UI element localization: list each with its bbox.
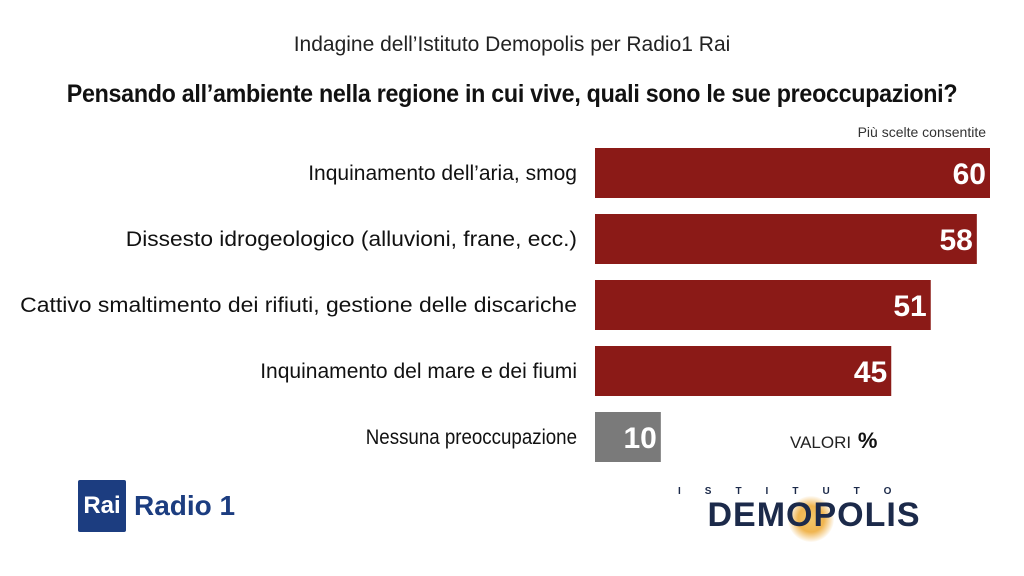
category-label: Inquinamento dell’aria, smog	[308, 162, 577, 185]
chart-subtitle: Indagine dell’Istituto Demopolis per Rad…	[293, 33, 731, 56]
chart-title: Pensando all’ambiente nella regione in c…	[66, 80, 958, 108]
demopolis-logo-top: ISTITUTO	[678, 486, 916, 497]
bar	[595, 214, 977, 264]
category-label: Nessuna preoccupazione	[366, 426, 577, 449]
bar	[595, 412, 661, 462]
bar-value-label: 60	[953, 158, 986, 191]
bar	[595, 346, 892, 396]
unit-symbol: %	[857, 428, 878, 453]
demopolis-logo-main: DEMOPOLIS	[707, 496, 921, 534]
radio1-logo-text: Radio 1	[134, 490, 236, 521]
bar	[595, 148, 990, 198]
bar-value-label: 45	[854, 356, 887, 389]
category-label: Dissesto idrogeologico (alluvioni, frane…	[126, 228, 577, 251]
demopolis-logo: ISTITUTO DEMOPOLIS	[672, 486, 956, 546]
bar-value-label: 51	[893, 290, 926, 323]
bar-value-label: 10	[623, 422, 656, 455]
rai-logo-box: Rai	[78, 480, 126, 532]
rai-radio1-logo: Rai Radio 1	[78, 480, 235, 532]
unit-note: VALORI %	[790, 428, 877, 454]
bar	[595, 280, 931, 330]
multiple-choice-note: Più scelte consentite	[857, 124, 986, 140]
demopolis-logo-glow	[788, 496, 834, 542]
category-label: Inquinamento del mare e dei fiumi	[260, 360, 577, 383]
category-label: Cattivo smaltimento dei rifiuti, gestion…	[20, 294, 577, 317]
unit-label: VALORI	[790, 433, 852, 452]
bar-value-label: 58	[939, 224, 972, 257]
